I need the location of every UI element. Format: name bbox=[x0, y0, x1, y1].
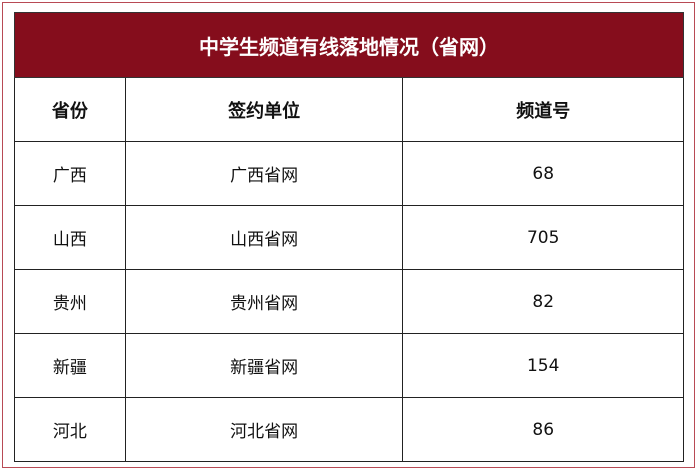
outer-frame bbox=[2, 2, 695, 468]
cell-channel: 705 bbox=[402, 205, 684, 270]
table-row: 新疆 新疆省网 154 bbox=[14, 333, 684, 398]
table-row: 贵州 贵州省网 82 bbox=[14, 269, 684, 334]
table-row: 河北 河北省网 86 bbox=[14, 397, 684, 462]
cell-contractor: 广西省网 bbox=[124, 141, 404, 206]
table-row: 广西 广西省网 68 bbox=[14, 141, 684, 206]
header-row: 省份 签约单位 频道号 bbox=[14, 77, 684, 142]
table-row: 山西 山西省网 705 bbox=[14, 205, 684, 270]
cell-channel: 86 bbox=[402, 397, 684, 462]
cell-province: 新疆 bbox=[14, 333, 126, 398]
cell-province: 河北 bbox=[14, 397, 126, 462]
cell-contractor: 新疆省网 bbox=[124, 333, 404, 398]
column-header-contractor: 签约单位 bbox=[124, 77, 404, 142]
channel-table: 中学生频道有线落地情况（省网） 省份 签约单位 频道号 广西 广西省网 68 山… bbox=[14, 12, 684, 462]
cell-channel: 154 bbox=[402, 333, 684, 398]
cell-province: 广西 bbox=[14, 141, 126, 206]
cell-channel: 82 bbox=[402, 269, 684, 334]
cell-province: 贵州 bbox=[14, 269, 126, 334]
cell-contractor: 贵州省网 bbox=[124, 269, 404, 334]
cell-contractor: 河北省网 bbox=[124, 397, 404, 462]
cell-channel: 68 bbox=[402, 141, 684, 206]
column-header-channel: 频道号 bbox=[402, 77, 684, 142]
table-title: 中学生频道有线落地情况（省网） bbox=[14, 12, 684, 78]
cell-province: 山西 bbox=[14, 205, 126, 270]
cell-contractor: 山西省网 bbox=[124, 205, 404, 270]
column-header-province: 省份 bbox=[14, 77, 126, 142]
